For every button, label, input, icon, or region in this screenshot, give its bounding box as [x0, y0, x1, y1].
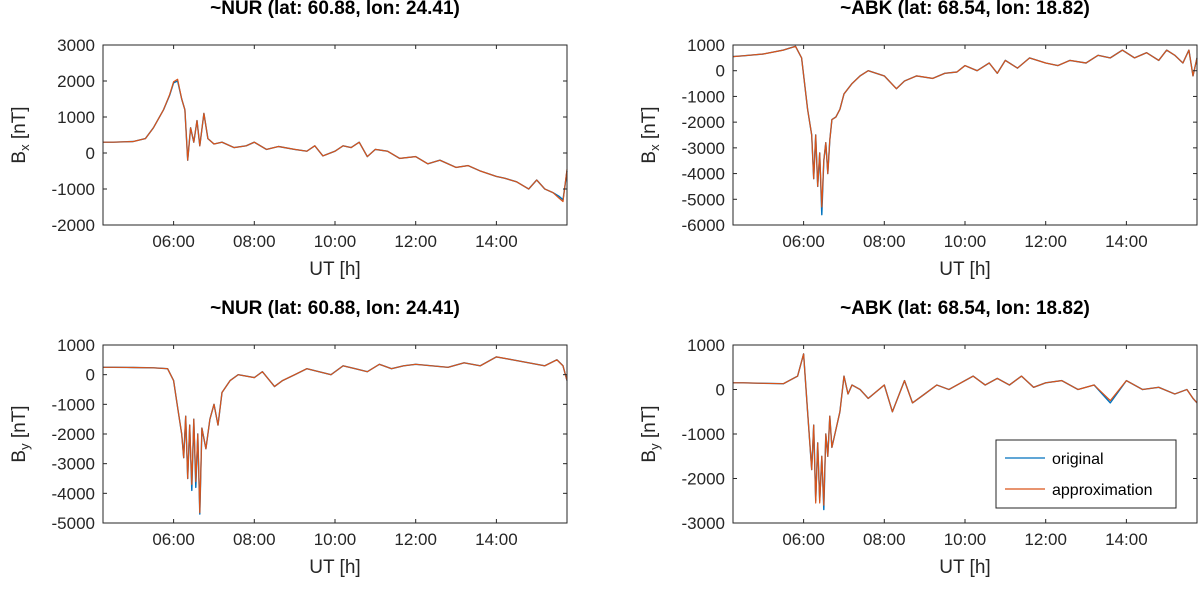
- y-axis-label: By [nT]: [639, 405, 662, 462]
- x-tick-label: 08:00: [863, 232, 906, 251]
- legend-label-approximation: approximation: [1052, 482, 1153, 499]
- series-line-approximation: [733, 353, 1198, 506]
- x-axis-label: UT [h]: [939, 557, 990, 578]
- x-axis-label: UT [h]: [309, 259, 360, 280]
- x-tick-label: 08:00: [863, 530, 906, 549]
- legend-label-original: original: [1052, 451, 1104, 468]
- panel-4: -3000 -2000 -1000 0 1000 06:00 08:00 10:00 12:00…: [639, 298, 1198, 578]
- y-tick-label: -2000: [682, 470, 725, 489]
- x-tick-label: 14:00: [475, 530, 518, 549]
- axes-box: [102, 44, 568, 226]
- x-tick-label: 10:00: [944, 530, 987, 549]
- x-axis-label: UT [h]: [939, 259, 990, 280]
- y-tick-label: -1000: [682, 87, 725, 106]
- y-tick-label: -3000: [682, 514, 725, 533]
- x-axis-label: UT [h]: [309, 557, 360, 578]
- panel-3: -5000 -4000 -3000 -2000 -1000 0 1000 06:00 08:00…: [9, 298, 568, 578]
- y-tick-label: 0: [716, 381, 725, 400]
- x-tick-label: 14:00: [1105, 530, 1148, 549]
- y-axis-label: Bx [nT]: [9, 106, 32, 163]
- series-line-approximation: [103, 78, 568, 203]
- x-tick-label: 14:00: [475, 232, 518, 251]
- chart-title: ~NUR (lat: 60.88, lon: 24.41): [210, 0, 460, 19]
- chart-title: ~NUR (lat: 60.88, lon: 24.41): [210, 298, 460, 319]
- x-tick-label: 14:00: [1105, 232, 1148, 251]
- y-tick-label: 3000: [57, 36, 95, 55]
- y-tick-label: -2000: [682, 113, 725, 132]
- x-tick-label: 06:00: [152, 232, 195, 251]
- y-tick-label: -1000: [682, 425, 725, 444]
- x-tick-label: 10:00: [314, 232, 357, 251]
- panel-1: -2000 -1000 0 1000 2000 3000 06:00 08:00 10:00 12…: [9, 0, 568, 280]
- y-tick-label: 1000: [57, 108, 95, 127]
- y-tick-label: 0: [86, 366, 95, 385]
- x-tick-label: 06:00: [782, 530, 825, 549]
- y-tick-label: 1000: [57, 336, 95, 355]
- y-tick-label: -3000: [682, 139, 725, 158]
- x-tick-label: 12:00: [394, 232, 437, 251]
- x-tick-label: 08:00: [233, 530, 276, 549]
- legend-box: [995, 439, 1177, 509]
- y-tick-label: -4000: [52, 484, 95, 503]
- y-tick-label: -5000: [52, 514, 95, 533]
- series-line-approximation: [103, 356, 568, 514]
- x-tick-label: 12:00: [1024, 232, 1067, 251]
- y-tick-label: 2000: [57, 72, 95, 91]
- y-tick-label: -3000: [52, 455, 95, 474]
- chart-title: ~ABK (lat: 68.54, lon: 18.82): [840, 298, 1090, 319]
- y-tick-label: -2000: [52, 216, 95, 235]
- series-line-approximation: [732, 45, 1198, 208]
- y-tick-label: 0: [86, 144, 95, 163]
- panel-2: -6000 -5000 -4000 -3000 -2000 -1000 0 1000 06:00…: [639, 0, 1198, 280]
- x-tick-label: 12:00: [394, 530, 437, 549]
- y-tick-label: -1000: [52, 395, 95, 414]
- x-tick-label: 10:00: [314, 530, 357, 549]
- y-tick-label: 0: [716, 62, 725, 81]
- y-axis-label: Bx [nT]: [639, 106, 662, 163]
- chart-title: ~ABK (lat: 68.54, lon: 18.82): [840, 0, 1090, 19]
- series-line-original: [103, 80, 568, 201]
- x-tick-label: 06:00: [152, 530, 195, 549]
- y-tick-label: -5000: [682, 190, 725, 209]
- series-line-original: [103, 356, 568, 515]
- y-axis-label: By [nT]: [9, 405, 32, 462]
- y-tick-label: 1000: [687, 36, 725, 55]
- y-tick-label: -1000: [52, 180, 95, 199]
- y-tick-label: -2000: [52, 425, 95, 444]
- y-tick-label: -6000: [682, 216, 725, 235]
- y-tick-label: 1000: [687, 336, 725, 355]
- x-tick-label: 08:00: [233, 232, 276, 251]
- x-tick-label: 12:00: [1024, 530, 1067, 549]
- y-tick-label: -4000: [682, 165, 725, 184]
- legend: original approximation: [995, 439, 1177, 509]
- x-tick-label: 10:00: [944, 232, 987, 251]
- x-tick-label: 06:00: [782, 232, 825, 251]
